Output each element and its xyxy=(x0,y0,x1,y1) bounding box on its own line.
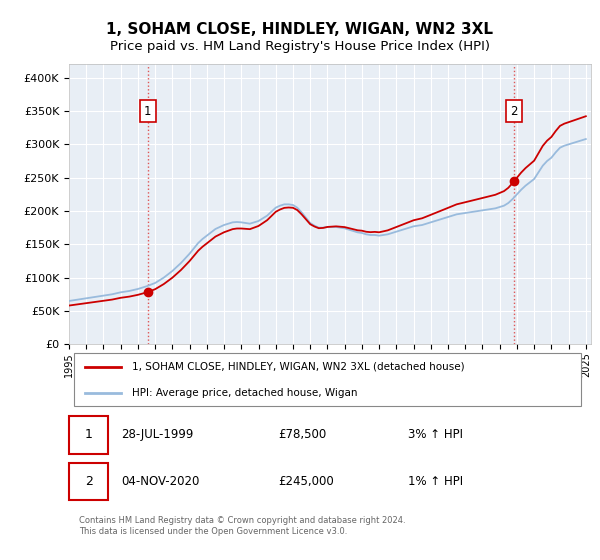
Text: 1: 1 xyxy=(144,105,152,118)
Text: 1: 1 xyxy=(85,428,92,441)
Text: 04-NOV-2020: 04-NOV-2020 xyxy=(121,475,200,488)
Text: 2: 2 xyxy=(511,105,518,118)
Text: HPI: Average price, detached house, Wigan: HPI: Average price, detached house, Wiga… xyxy=(131,388,357,398)
FancyBboxPatch shape xyxy=(74,352,581,406)
Text: 1, SOHAM CLOSE, HINDLEY, WIGAN, WN2 3XL: 1, SOHAM CLOSE, HINDLEY, WIGAN, WN2 3XL xyxy=(107,22,493,38)
Text: 3% ↑ HPI: 3% ↑ HPI xyxy=(409,428,463,441)
FancyBboxPatch shape xyxy=(69,463,108,500)
Text: 2: 2 xyxy=(85,475,92,488)
Text: Price paid vs. HM Land Registry's House Price Index (HPI): Price paid vs. HM Land Registry's House … xyxy=(110,40,490,53)
Text: Contains HM Land Registry data © Crown copyright and database right 2024.
This d: Contains HM Land Registry data © Crown c… xyxy=(79,516,406,536)
Text: 28-JUL-1999: 28-JUL-1999 xyxy=(121,428,194,441)
Text: 1% ↑ HPI: 1% ↑ HPI xyxy=(409,475,463,488)
Text: £245,000: £245,000 xyxy=(278,475,334,488)
Text: 1, SOHAM CLOSE, HINDLEY, WIGAN, WN2 3XL (detached house): 1, SOHAM CLOSE, HINDLEY, WIGAN, WN2 3XL … xyxy=(131,362,464,371)
FancyBboxPatch shape xyxy=(69,416,108,454)
Text: £78,500: £78,500 xyxy=(278,428,326,441)
